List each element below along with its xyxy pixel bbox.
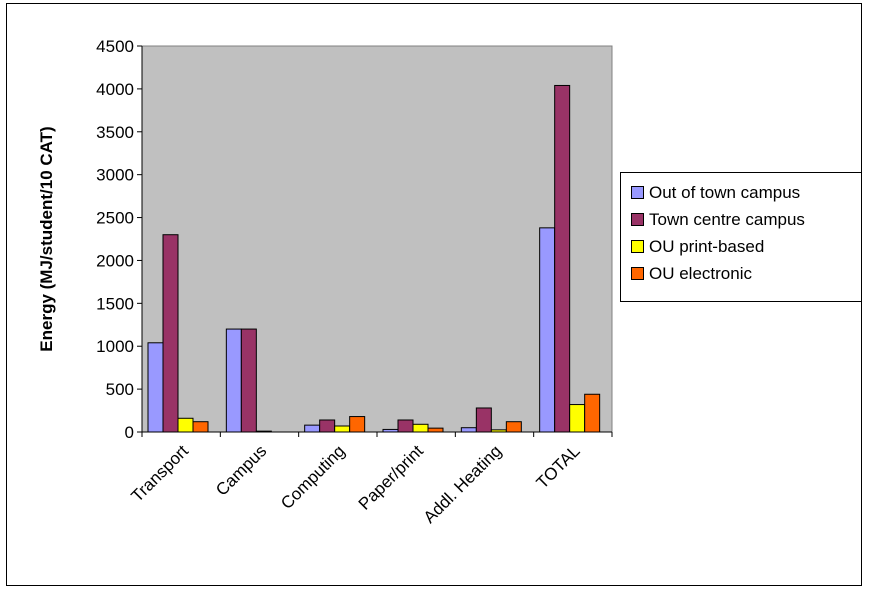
bar	[162, 234, 179, 433]
bar	[334, 425, 351, 433]
bar	[177, 417, 194, 433]
bars	[147, 84, 601, 433]
bar	[412, 423, 429, 433]
y-tick-label: 4000	[96, 80, 134, 99]
legend-swatch	[631, 240, 644, 253]
legend-swatch	[631, 186, 644, 199]
legend-swatch	[631, 267, 644, 280]
legend-item: Town centre campus	[631, 206, 861, 233]
plot-area	[141, 45, 613, 433]
bar	[505, 421, 522, 433]
y-tick-label: 3000	[96, 166, 134, 185]
y-axis-title: Energy (MJ/student/10 CAT)	[37, 126, 56, 351]
bar	[397, 419, 414, 433]
x-tick-label: Computing	[277, 441, 349, 513]
legend-item: Out of town campus	[631, 179, 861, 206]
y-tick-label: 2500	[96, 209, 134, 228]
bar	[147, 342, 164, 433]
x-tick-label: Paper/print	[355, 441, 427, 513]
x-tick-label: Addl. Heating	[420, 441, 506, 527]
y-tick-label: 4500	[96, 37, 134, 56]
y-tick-label: 2000	[96, 251, 134, 270]
y-tick-label: 0	[125, 423, 134, 442]
bar	[192, 421, 209, 433]
legend-label: OU print-based	[649, 236, 765, 256]
bar	[554, 84, 571, 433]
bar	[460, 427, 477, 433]
bar	[349, 416, 366, 433]
legend: Out of town campus Town centre campus OU p…	[620, 172, 862, 302]
x-tick-label: TOTAL	[533, 441, 584, 492]
bar	[539, 227, 556, 433]
bar	[475, 407, 492, 433]
bar	[319, 419, 336, 433]
bar	[569, 404, 586, 433]
legend-item: OU print-based	[631, 233, 861, 260]
y-tick-label: 1000	[96, 337, 134, 356]
legend-swatch	[631, 213, 644, 226]
bar	[225, 328, 242, 433]
y-axis: 0 500 1000 1500 2000 2500 3000 3500 4000 4500	[96, 37, 143, 442]
x-tick-label: Transport	[128, 441, 193, 506]
bar	[240, 328, 257, 433]
legend-label: Town centre campus	[649, 209, 805, 229]
bar	[304, 424, 321, 433]
legend-item: OU electronic	[631, 260, 861, 287]
y-tick-label: 500	[106, 380, 134, 399]
y-tick-label: 3500	[96, 123, 134, 142]
x-tick-label: Campus	[212, 441, 270, 499]
y-tick-label: 1500	[96, 294, 134, 313]
x-axis: Transport Campus Computing Paper/printAddl.…	[128, 431, 613, 527]
legend-label: OU electronic	[649, 263, 752, 283]
legend-label: Out of town campus	[649, 182, 801, 202]
bar	[584, 393, 601, 433]
bar	[427, 427, 444, 433]
